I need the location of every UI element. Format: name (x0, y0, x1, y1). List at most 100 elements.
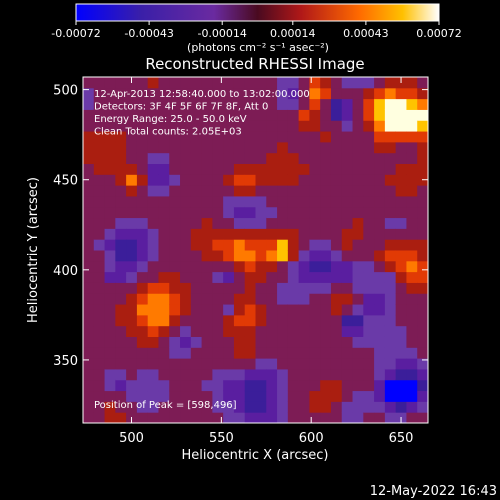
heatmap-cell (330, 239, 343, 251)
heatmap-cell (180, 390, 192, 402)
heatmap-cell (277, 228, 289, 240)
heatmap-cell (352, 347, 364, 359)
heatmap-cell (190, 347, 203, 359)
y-tick-label: 500 (53, 84, 78, 99)
heatmap-cell (201, 239, 213, 251)
heatmap-cell (255, 271, 267, 283)
heatmap-cell (136, 293, 149, 305)
heatmap-cell (320, 163, 332, 175)
heatmap-cell (287, 368, 300, 381)
heatmap-cell (104, 401, 116, 413)
heatmap-cell (309, 228, 321, 240)
heatmap-cell (93, 131, 106, 143)
heatmap-cell (180, 87, 192, 100)
heatmap-cell (341, 195, 354, 208)
heatmap-cell (93, 120, 106, 132)
heatmap-cell (298, 390, 310, 402)
heatmap-cell (169, 195, 181, 208)
heatmap-cell (320, 347, 332, 359)
heatmap-cell (406, 120, 418, 132)
heatmap-cell (395, 163, 407, 175)
heatmap-cell (158, 77, 170, 89)
heatmap-cell (126, 368, 138, 381)
heatmap-cell (406, 401, 418, 413)
heatmap-cell (363, 228, 375, 240)
heatmap-cell (298, 260, 310, 273)
heatmap-cell (406, 87, 418, 100)
heatmap-cell (115, 131, 127, 143)
heatmap-cell (93, 174, 106, 186)
heatmap-cell (255, 163, 267, 175)
heatmap-cell (363, 260, 375, 273)
heatmap-cell (190, 195, 203, 208)
heatmap-cell (352, 293, 364, 305)
heatmap-cell (309, 77, 321, 89)
heatmap-cell (255, 250, 267, 262)
heatmap-cell (180, 282, 192, 294)
heatmap-cell (255, 390, 267, 402)
heatmap-cell (320, 228, 332, 240)
heatmap-cell (223, 304, 235, 316)
heatmap-cell (136, 141, 149, 154)
heatmap-cell (341, 250, 354, 262)
heatmap-cell (374, 314, 386, 327)
heatmap-cell (374, 206, 386, 219)
heatmap-cell (158, 174, 170, 186)
heatmap-cell (147, 228, 159, 240)
heatmap-cell (223, 368, 235, 381)
heatmap-cell (190, 390, 203, 402)
heatmap-cell (126, 185, 138, 197)
heatmap-cell (169, 87, 181, 100)
heatmap-cell (320, 239, 332, 251)
heatmap-cell (406, 260, 418, 273)
heatmap-cell (201, 304, 213, 316)
heatmap-cell (374, 282, 386, 294)
heatmap-cell (341, 368, 354, 381)
heatmap-cell (233, 336, 246, 348)
heatmap-cell (352, 120, 364, 132)
heatmap-cell (201, 120, 213, 132)
heatmap-cell (233, 98, 246, 110)
heatmap-cell (395, 347, 407, 359)
heatmap-cell (352, 152, 364, 164)
heatmap-cell (244, 152, 256, 164)
heatmap-cell (223, 358, 235, 370)
heatmap-cell (244, 412, 256, 423)
heatmap-cell (287, 174, 300, 186)
heatmap-cell (223, 282, 235, 294)
heatmap-cell (384, 141, 397, 154)
heatmap-cell (341, 77, 354, 89)
heatmap-cell (320, 206, 332, 219)
heatmap-cell (115, 325, 127, 337)
heatmap-cell (395, 152, 407, 164)
heatmap-cell (330, 174, 343, 186)
heatmap-cell (83, 401, 95, 413)
heatmap-cell (330, 250, 343, 262)
heatmap-cell (147, 87, 159, 100)
heatmap-cell (126, 347, 138, 359)
heatmap-cell (384, 98, 397, 110)
heatmap-cell (330, 401, 343, 413)
heatmap-cell (147, 98, 159, 110)
heatmap-cell (180, 217, 192, 229)
heatmap-cell (126, 174, 138, 186)
heatmap-cell (93, 401, 106, 413)
heatmap-cell (277, 401, 289, 413)
heatmap-cell (180, 336, 192, 348)
heatmap-cell (136, 98, 149, 110)
heatmap-cell (93, 195, 106, 208)
heatmap-cell (223, 174, 235, 186)
heatmap-cell (201, 195, 213, 208)
heatmap-cell (233, 239, 246, 251)
heatmap-cell (374, 87, 386, 100)
heatmap-cell (384, 152, 397, 164)
heatmap-cell (287, 314, 300, 327)
heatmap-cell (384, 271, 397, 283)
heatmap-cell (374, 304, 386, 316)
heatmap-cell (287, 260, 300, 273)
heatmap-cell (417, 206, 428, 219)
heatmap-cell (406, 390, 418, 402)
heatmap-cell (374, 163, 386, 175)
heatmap-cell (277, 304, 289, 316)
heatmap-cell (223, 379, 235, 392)
